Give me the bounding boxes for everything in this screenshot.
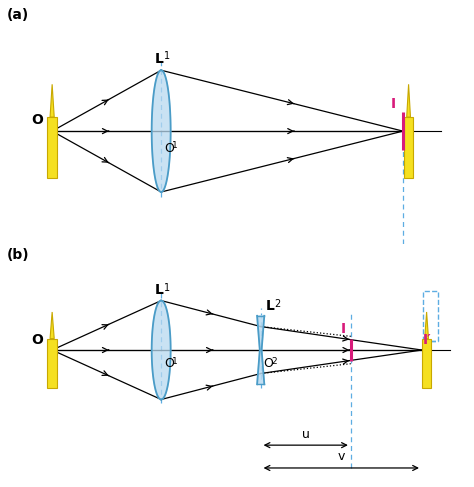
Text: O: O bbox=[164, 357, 174, 370]
Polygon shape bbox=[152, 70, 171, 192]
Text: 1: 1 bbox=[164, 51, 170, 61]
Polygon shape bbox=[257, 316, 264, 384]
Text: I′: I′ bbox=[423, 333, 431, 347]
Text: I: I bbox=[340, 322, 346, 337]
Text: 1: 1 bbox=[164, 283, 170, 294]
Text: v: v bbox=[337, 450, 345, 463]
Text: O: O bbox=[31, 112, 43, 127]
Text: O: O bbox=[31, 333, 43, 347]
Polygon shape bbox=[47, 338, 57, 388]
Polygon shape bbox=[50, 84, 54, 117]
Text: 1: 1 bbox=[172, 141, 177, 150]
Text: 1: 1 bbox=[172, 357, 177, 366]
Text: O: O bbox=[264, 357, 273, 370]
Polygon shape bbox=[404, 117, 413, 178]
Polygon shape bbox=[425, 312, 428, 338]
Text: L: L bbox=[155, 283, 164, 298]
Polygon shape bbox=[152, 300, 171, 399]
Polygon shape bbox=[47, 117, 57, 178]
Text: (a): (a) bbox=[7, 8, 29, 22]
Text: O: O bbox=[164, 142, 174, 155]
Text: 2: 2 bbox=[274, 299, 281, 309]
Polygon shape bbox=[407, 84, 410, 117]
Text: u: u bbox=[302, 428, 310, 441]
Polygon shape bbox=[50, 312, 54, 338]
Text: I: I bbox=[391, 97, 396, 111]
Text: 2: 2 bbox=[271, 357, 277, 366]
Text: (b): (b) bbox=[7, 248, 30, 262]
Text: L: L bbox=[155, 52, 164, 66]
Polygon shape bbox=[422, 338, 431, 388]
Text: L: L bbox=[265, 299, 274, 313]
